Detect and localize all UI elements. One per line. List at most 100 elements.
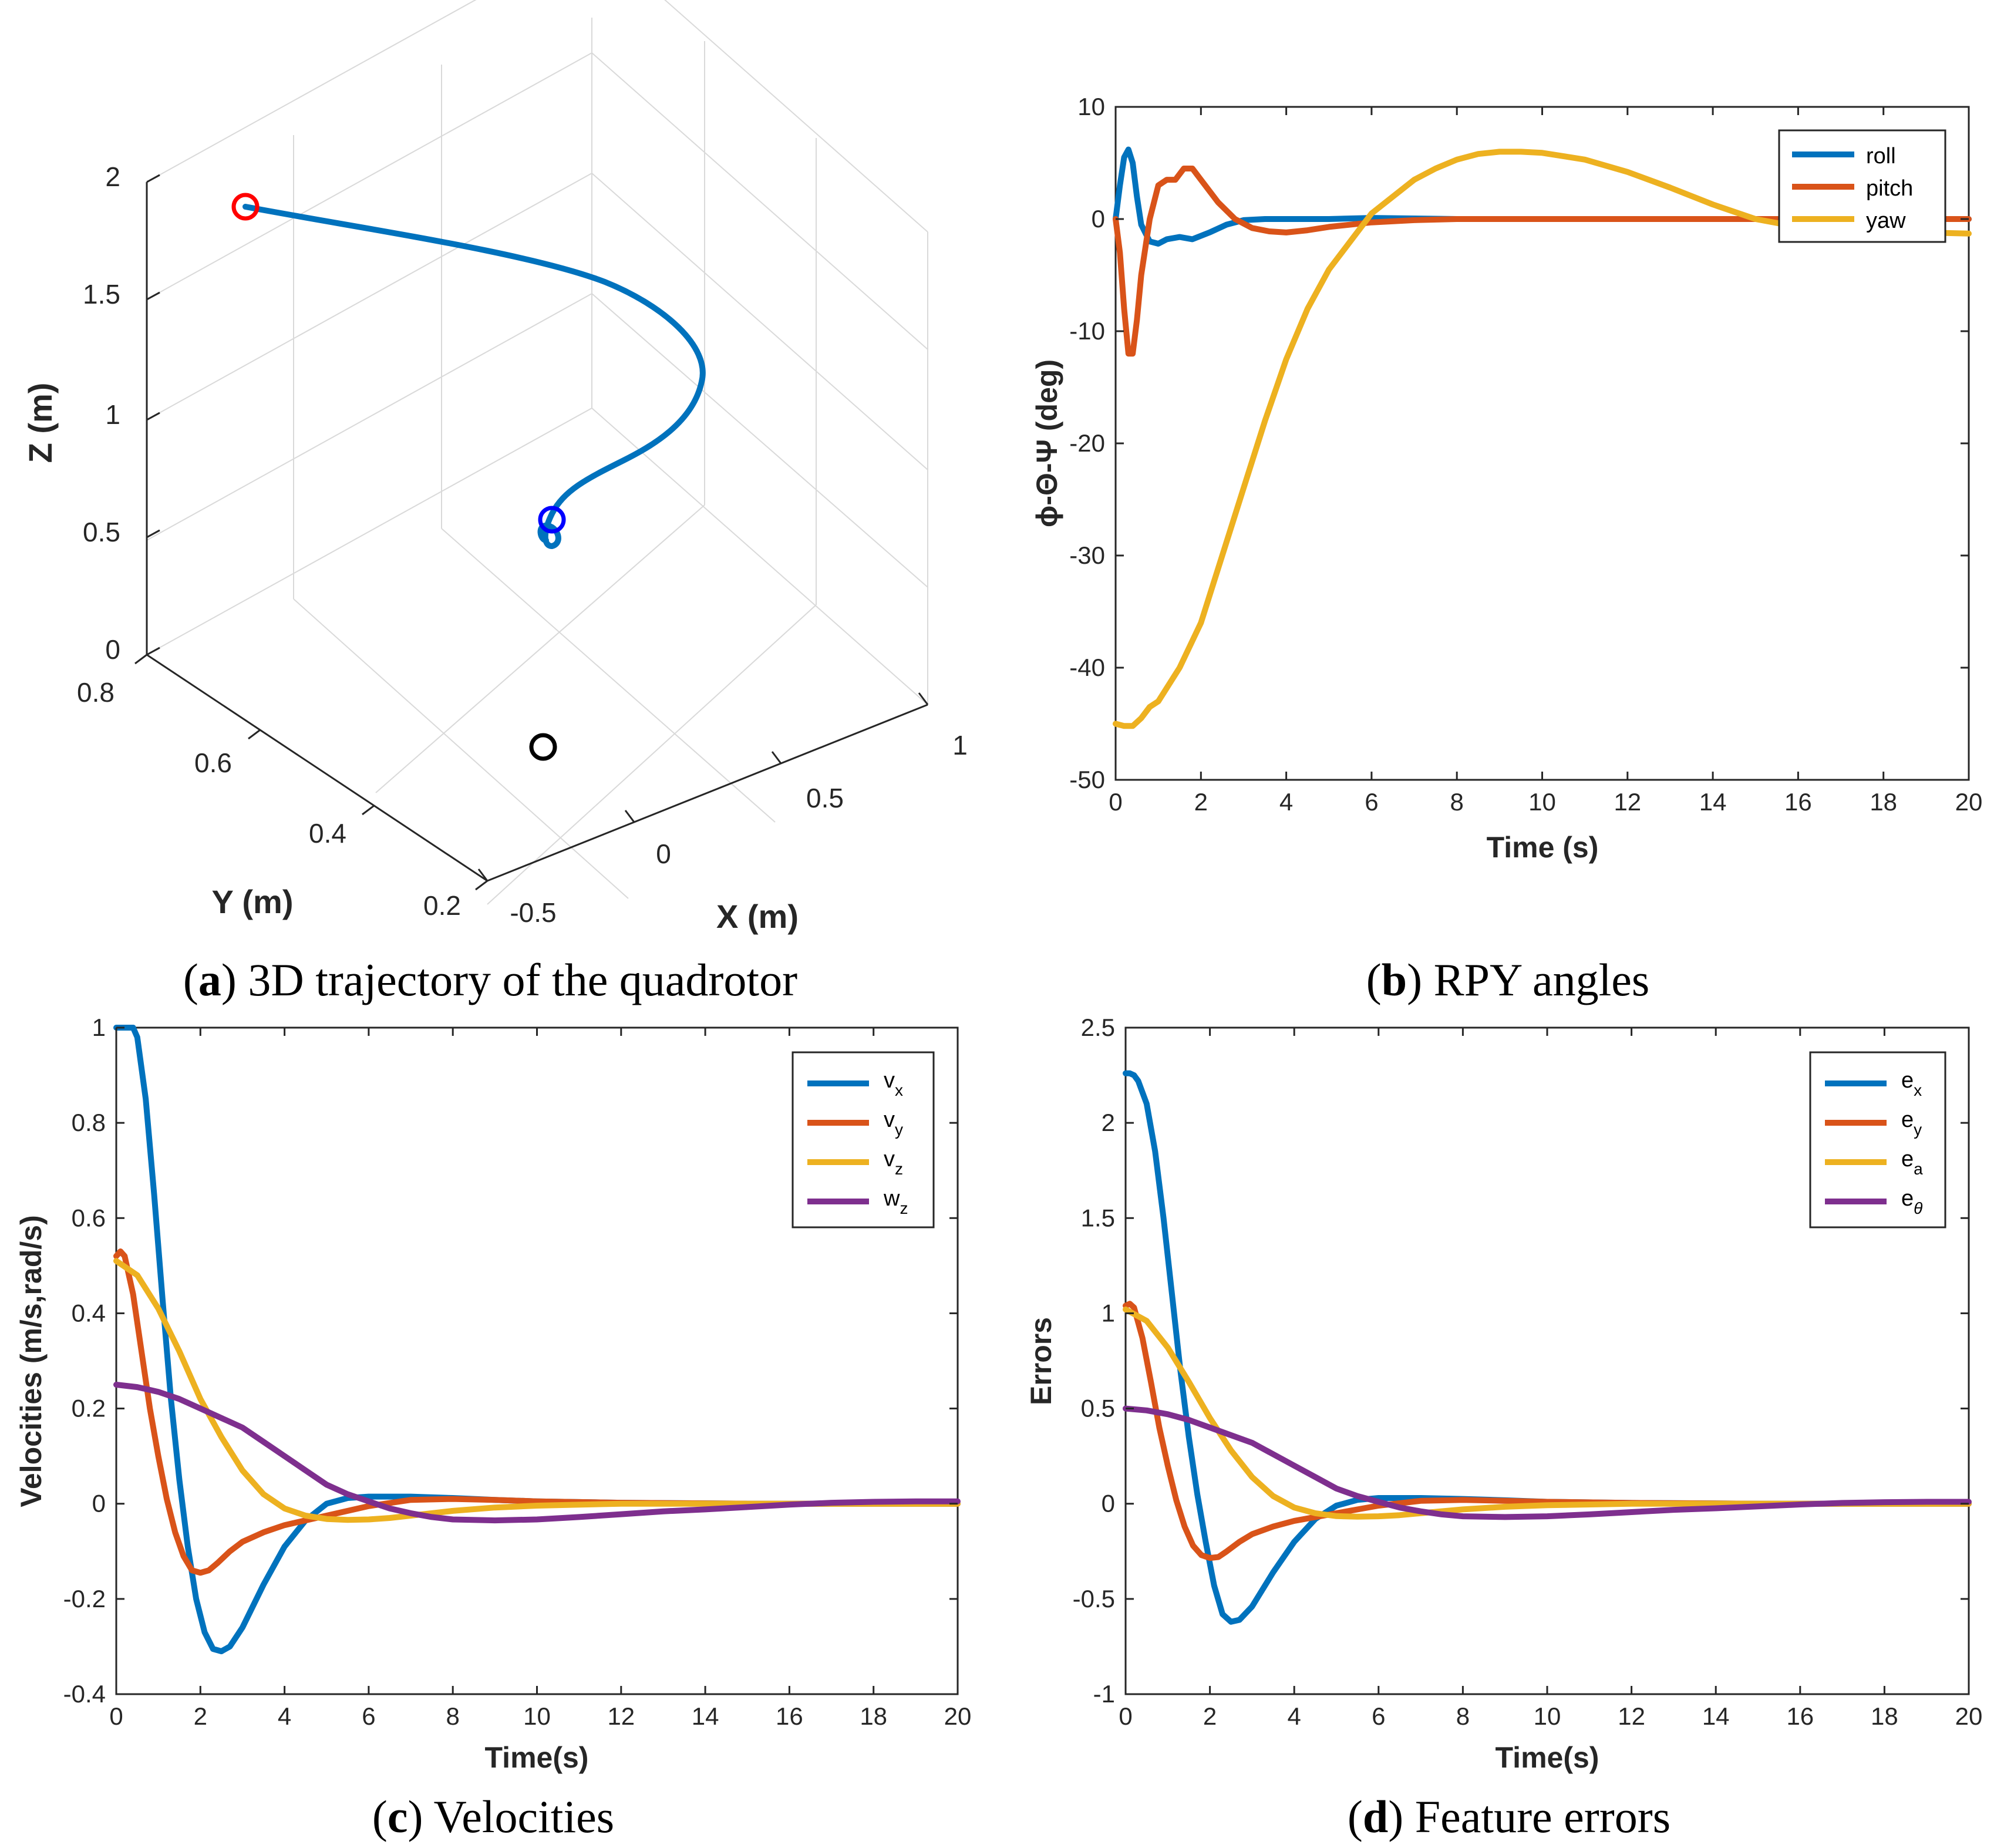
panel-c-velocities: 0 2 4 6 8 10 12 14 16 18 2010.80.60.40.20-0.2-0.4 … (15, 1014, 971, 1842)
caption-d: (d) Feature errors (1348, 1791, 1670, 1842)
legend-label: wz (883, 1186, 908, 1217)
y-tick-label: 0.4 (309, 818, 346, 849)
legend-label: ea (1901, 1147, 1923, 1178)
y-tick-label: 0 (1102, 1490, 1115, 1517)
z-tick-label: 1 (105, 399, 120, 430)
z-tick-label: 2 (105, 161, 120, 192)
x-tick-label: 12 (1618, 1702, 1645, 1730)
panel-a-3d-trajectory: 0 0.5 1 1.5 2 0.8 0.6 0.4 0.2 -0.5 0 0.5… (22, 0, 968, 1005)
z-axis-label: Z (m) (22, 383, 59, 463)
y-tick-label: -0.5 (1073, 1585, 1115, 1613)
y-tick-label: 0.5 (1081, 1395, 1115, 1422)
x-tick-label: 8 (1450, 788, 1464, 816)
y-axis-label: Velocities (m/s,rad/s) (15, 1215, 48, 1507)
y-tick-label: 0.6 (72, 1204, 106, 1231)
x-tick-label: 2 (1203, 1702, 1217, 1730)
legend-label: roll (1866, 144, 1896, 169)
end-marker (538, 506, 566, 534)
y-tick-label: 1 (92, 1014, 106, 1041)
caption-c: (c) Velocities (372, 1791, 614, 1842)
series-line-2 (1123, 1306, 1972, 1520)
x-tick-label: 14 (692, 1702, 719, 1730)
z-tick-label: 0 (105, 634, 120, 665)
legend-label: vy (884, 1108, 903, 1139)
x-tick-label: 16 (1784, 788, 1812, 816)
x-tick-label: 2 (194, 1702, 207, 1730)
x-tick-label: 2 (1194, 788, 1208, 816)
x-tick-label: 4 (1288, 1702, 1301, 1730)
x-tick-label: 18 (1870, 788, 1897, 816)
y-tick-label: -0.4 (63, 1680, 106, 1708)
x-tick-label: 4 (1279, 788, 1293, 816)
y-tick-label: 0.4 (72, 1299, 106, 1327)
y-tick-label: -1 (1093, 1680, 1115, 1708)
a-tick-labels: 0 0.5 1 1.5 2 0.8 0.6 0.4 0.2 -0.5 0 0.5… (77, 161, 968, 928)
grid-3d (146, 0, 928, 905)
x-axis-label: X (m) (716, 898, 799, 935)
x-tick-label: 0.5 (806, 783, 844, 813)
x-tick-label: 6 (362, 1702, 375, 1730)
series-line-2 (1113, 149, 1972, 729)
legend-c: vx vy vz wz (792, 1051, 935, 1228)
y-tick-label: 0.8 (77, 677, 114, 708)
series-line-1 (1113, 166, 1972, 357)
y-axis-line (146, 654, 488, 882)
x-axis-line (487, 703, 928, 882)
x-tick-label: 14 (1699, 788, 1727, 816)
caption-a: (a) 3D trajectory of the quadrotor (183, 954, 797, 1005)
x-tick-label: 20 (1955, 1702, 1983, 1730)
x-tick-label: 20 (944, 1702, 972, 1730)
x-tick-label: 14 (1702, 1702, 1730, 1730)
z-tick-label: 0.5 (83, 517, 120, 547)
y-tick-label: 1.5 (1081, 1204, 1115, 1231)
d-series-group (1123, 1070, 1972, 1625)
ground-projection-marker (529, 733, 557, 761)
x-tick-label: 6 (1365, 788, 1378, 816)
x-axis-label: Time (s) (1487, 831, 1599, 864)
b-ticks-group: 0 2 4 6 8 10 12 14 16 18 20 10 0 -10 -20 -30 -40 -50 (1069, 93, 1982, 816)
y-tick-label: 0 (1092, 205, 1105, 233)
x-tick-label: 1 (952, 730, 968, 760)
y-tick-label: 0.6 (194, 748, 232, 778)
y-tick-label: -20 (1069, 429, 1105, 457)
caption-b: (b) RPY angles (1366, 954, 1649, 1005)
x-tick-label: 16 (776, 1702, 803, 1730)
x-tick-label: -0.5 (510, 897, 556, 928)
legend-label: ex (1901, 1068, 1922, 1099)
x-tick-label: 0 (109, 1702, 123, 1730)
x-tick-label: 12 (607, 1702, 635, 1730)
legend-label: ey (1901, 1108, 1922, 1139)
legend-b: roll pitch yaw (1778, 129, 1946, 243)
y-tick-label: -40 (1069, 654, 1105, 681)
legend-label: pitch (1866, 176, 1913, 201)
y-axis-label: Errors (1025, 1317, 1057, 1405)
y-tick-label: -0.2 (63, 1585, 106, 1613)
y-tick-label: 1 (1102, 1299, 1115, 1327)
legend-label: eθ (1901, 1186, 1922, 1217)
y-tick-label: 10 (1077, 93, 1105, 120)
y-tick-label: 2.5 (1081, 1014, 1115, 1041)
x-tick-label: 0 (1119, 1702, 1132, 1730)
x-tick-label: 10 (1528, 788, 1556, 816)
x-axis-label: Time(s) (1496, 1741, 1599, 1774)
c-ticks-group: 0 2 4 6 8 10 12 14 16 18 20 1 0.8 0.6 0.4 0.2 0 -0.2 -0.4 (63, 1014, 972, 1730)
legend-label: yaw (1866, 208, 1906, 233)
y-tick-label: -50 (1069, 766, 1105, 793)
x-tick-label: 10 (523, 1702, 551, 1730)
y-tick-label: -10 (1069, 317, 1105, 345)
x-tick-label: 12 (1614, 788, 1641, 816)
x-tick-label: 8 (1456, 1702, 1470, 1730)
x-tick-label: 18 (860, 1702, 887, 1730)
x-tick-label: 10 (1534, 1702, 1561, 1730)
series-line-2 (113, 1258, 961, 1523)
trajectory-line (242, 204, 706, 549)
legend-label: vz (884, 1147, 903, 1178)
start-marker (231, 193, 260, 221)
x-tick-label: 4 (278, 1702, 291, 1730)
series-line-3 (1123, 1405, 1972, 1520)
x-tick-label: 20 (1955, 788, 1983, 816)
series-line-1 (1123, 1301, 1972, 1561)
z-tick-label: 1.5 (83, 279, 120, 309)
